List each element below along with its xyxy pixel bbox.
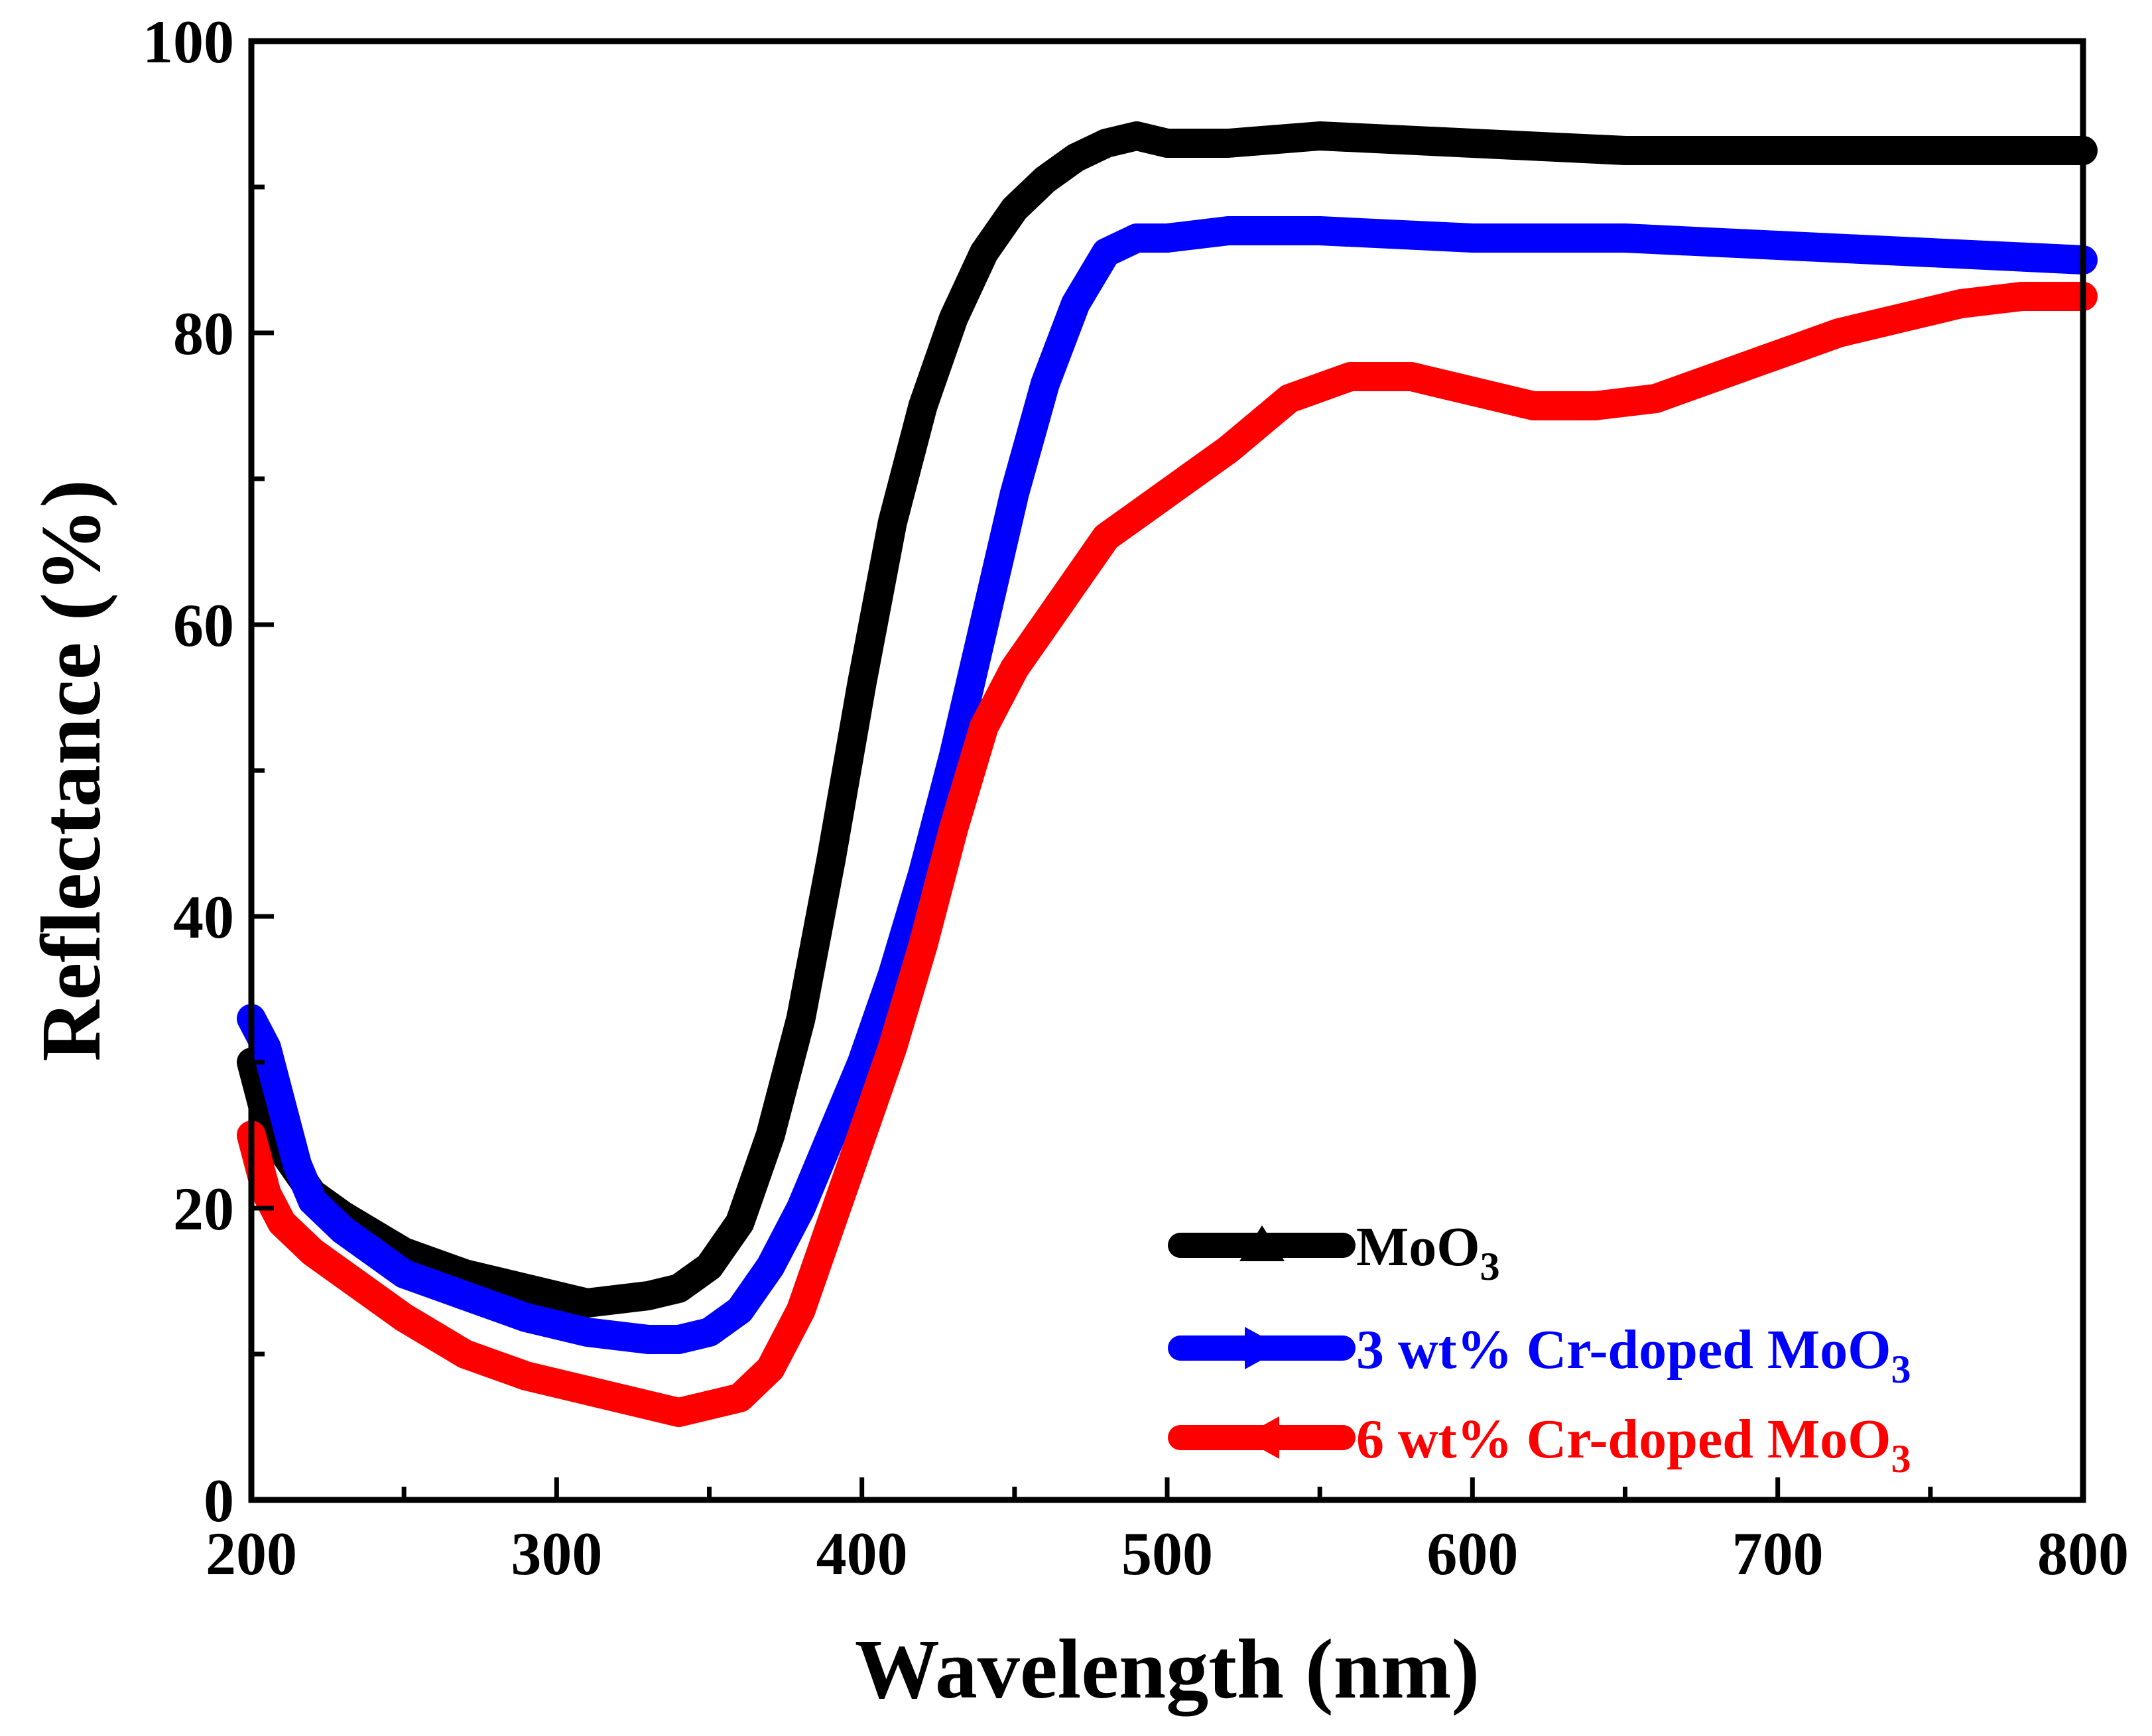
y-tick-label-60: 60 — [173, 591, 234, 659]
y-axis-title: Reflectance (%) — [24, 479, 118, 1062]
legend-label-1: MoO3 — [1356, 1216, 1500, 1288]
y-tick-label-0: 0 — [204, 1467, 234, 1534]
series-line-2 — [237, 216, 2098, 1354]
legend-label-subscript: 3 — [1891, 1347, 1911, 1391]
x-axis-title: Wavelength (nm) — [855, 1622, 1480, 1716]
y-tick-label-20: 20 — [173, 1175, 234, 1243]
x-tick-label-400: 400 — [816, 1520, 908, 1587]
legend-label-base: 3 wt% Cr-doped MoO — [1356, 1319, 1891, 1381]
y-tick-label-80: 80 — [173, 300, 234, 367]
legend-label-2: 3 wt% Cr-doped MoO3 — [1356, 1319, 1911, 1391]
x-tick-label-500: 500 — [1121, 1520, 1213, 1587]
y-tick-label-40: 40 — [173, 883, 234, 951]
legend-label-subscript: 3 — [1480, 1245, 1500, 1288]
series-line-1 — [237, 121, 2098, 1318]
legend-label-base: MoO — [1356, 1216, 1480, 1278]
legend-label-subscript: 3 — [1891, 1437, 1911, 1481]
x-tick-label-200: 200 — [206, 1520, 297, 1587]
plot-area — [237, 38, 2098, 1503]
legend-label-3: 6 wt% Cr-doped MoO3 — [1356, 1408, 1911, 1481]
series-layer — [237, 121, 2098, 1427]
x-tick-label-800: 800 — [2037, 1520, 2129, 1587]
x-tick-label-700: 700 — [1732, 1520, 1824, 1587]
legend-marker-3 — [1241, 1416, 1279, 1459]
y-axis: 0 20 40 60 80 100 — [143, 8, 274, 1534]
x-axis: 200 300 400 500 600 700 800 — [206, 1477, 2129, 1587]
x-tick-label-300: 300 — [511, 1520, 602, 1587]
legend-marker-2 — [1245, 1327, 1283, 1369]
series-line-3 — [237, 282, 2098, 1427]
legend-marker-1 — [1239, 1225, 1285, 1261]
x-tick-label-600: 600 — [1426, 1520, 1518, 1587]
legend-label-base: 6 wt% Cr-doped MoO — [1356, 1408, 1891, 1470]
y-tick-label-100: 100 — [143, 8, 234, 76]
